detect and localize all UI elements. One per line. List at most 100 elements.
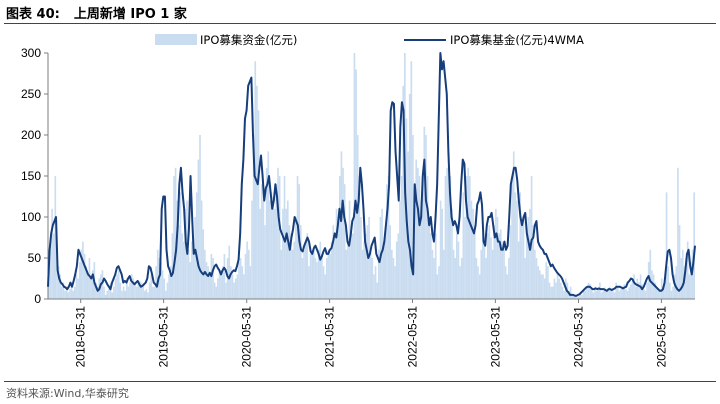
bar-311 (553, 278, 556, 299)
bar-384 (672, 286, 674, 299)
bar-88 (191, 241, 193, 299)
bar-18 (77, 278, 79, 299)
bar-191 (358, 176, 361, 299)
bar-137 (270, 192, 273, 299)
bar-326 (577, 296, 580, 299)
bar-62 (148, 282, 151, 299)
bar-330 (584, 290, 587, 299)
bar-174 (330, 241, 333, 299)
bar-214 (395, 241, 398, 299)
bar-334 (590, 289, 593, 299)
bar-16 (74, 286, 76, 299)
bar-331 (586, 286, 588, 299)
bar-261 (472, 208, 474, 299)
footer-rule (4, 381, 716, 382)
bar-196 (366, 225, 369, 299)
bar-161 (309, 253, 312, 299)
bar-242 (441, 208, 444, 299)
bar-375 (657, 290, 660, 299)
bar-107 (221, 266, 224, 299)
bar-51 (130, 274, 133, 299)
bar-155 (299, 225, 302, 299)
bar-13 (69, 289, 71, 299)
bar-139 (273, 208, 276, 299)
bar-383 (670, 290, 673, 299)
bar-153 (296, 176, 299, 299)
bar-362 (636, 278, 639, 299)
bar-117 (238, 262, 240, 299)
bar-277 (498, 233, 500, 299)
bar-187 (351, 233, 354, 299)
bar-121 (244, 253, 247, 299)
bar-272 (490, 237, 492, 299)
bar-339 (599, 282, 601, 299)
bar-96 (204, 249, 206, 299)
bar-144 (282, 208, 284, 299)
bar-341 (602, 290, 604, 299)
bar-358 (629, 284, 632, 299)
bar-212 (392, 258, 395, 299)
line-series (47, 52, 696, 297)
bar-199 (371, 258, 374, 299)
bar-340 (600, 292, 603, 299)
bar-126 (252, 135, 255, 299)
bar-116 (236, 274, 239, 299)
bar-181 (342, 167, 344, 299)
bar-243 (443, 249, 445, 299)
bar-3 (52, 233, 55, 299)
bar-2 (51, 208, 53, 299)
bar-56 (139, 280, 141, 299)
bar-63 (150, 274, 153, 299)
bar-233 (426, 176, 429, 299)
bar-273 (491, 249, 494, 299)
bar-99 (208, 274, 211, 299)
bar-95 (202, 229, 205, 299)
bar-206 (382, 241, 385, 299)
bar-72 (165, 290, 167, 299)
bar-118 (239, 258, 242, 299)
bar-128 (256, 85, 258, 299)
bar-57 (140, 282, 143, 299)
bar-303 (540, 274, 543, 299)
bar-124 (249, 266, 252, 299)
bar-368 (646, 282, 648, 299)
bar-64 (152, 286, 154, 299)
bar-79 (176, 200, 179, 299)
legend: IPO募集资金(亿元) IPO募集基金(亿元)4WMA (155, 33, 584, 47)
bar-270 (486, 233, 489, 299)
bar-211 (391, 249, 393, 299)
bar-186 (350, 225, 352, 299)
bar-241 (439, 200, 442, 299)
bar-141 (277, 167, 279, 299)
bar-11 (65, 286, 68, 299)
bar-101 (212, 258, 214, 299)
bar-76 (171, 233, 174, 299)
bar-389 (680, 258, 682, 299)
bar-338 (597, 289, 600, 299)
bar-36 (106, 290, 109, 299)
bar-213 (394, 266, 396, 299)
bar-185 (348, 200, 351, 299)
bar-175 (332, 225, 335, 299)
bar-285 (511, 176, 513, 299)
y-tick-label-100: 100 (21, 210, 41, 224)
bar-387 (677, 167, 679, 299)
bar-102 (213, 282, 216, 299)
bar-251 (456, 233, 458, 299)
title-rule (4, 23, 716, 24)
bar-296 (529, 208, 531, 299)
bar-104 (217, 278, 219, 299)
bar-231 (423, 126, 426, 299)
bar-255 (462, 192, 465, 299)
bar-215 (397, 233, 400, 299)
bar-203 (378, 249, 380, 299)
bar-50 (129, 282, 131, 299)
bar-145 (283, 176, 286, 299)
bar-347 (612, 289, 614, 299)
bar-195 (365, 233, 367, 299)
x-tick-label-5: 2023-05-31 (488, 306, 502, 368)
bar-94 (200, 200, 203, 299)
bar-313 (556, 274, 559, 299)
bar-349 (615, 282, 617, 299)
bar-287 (514, 192, 517, 299)
